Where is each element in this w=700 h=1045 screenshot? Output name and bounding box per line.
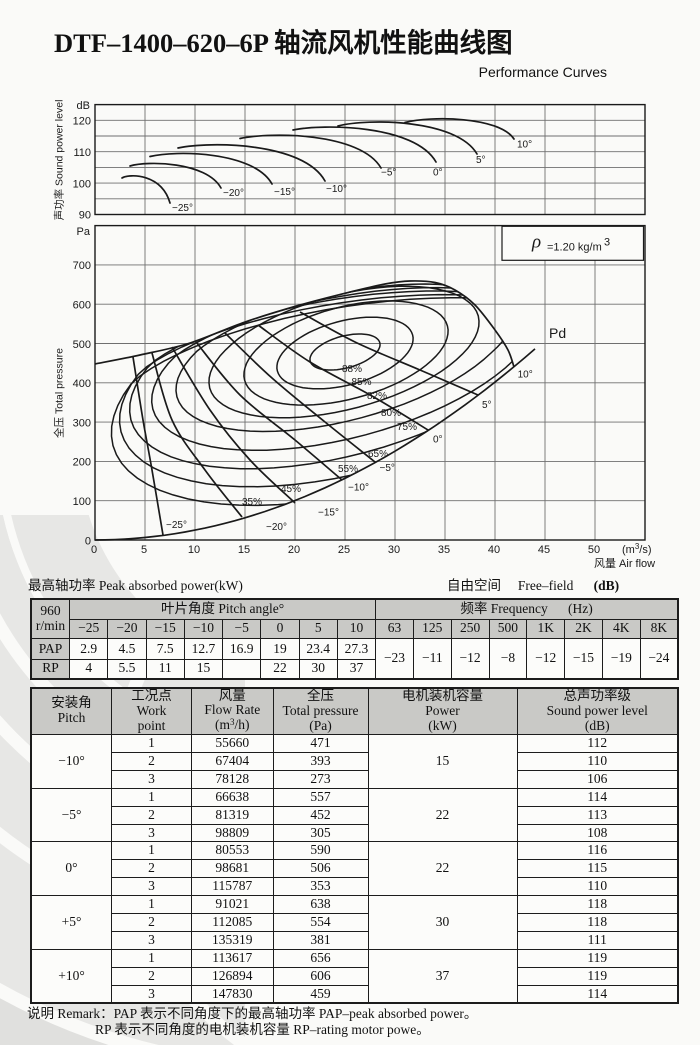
svg-text:200: 200 bbox=[73, 457, 91, 469]
svg-text:100: 100 bbox=[73, 496, 91, 508]
svg-text:−25°: −25° bbox=[166, 520, 187, 531]
svg-text:0: 0 bbox=[91, 544, 97, 556]
svg-text:10: 10 bbox=[188, 544, 200, 556]
svg-text:0: 0 bbox=[85, 535, 91, 547]
svg-text:45%: 45% bbox=[281, 484, 301, 495]
svg-text:75%: 75% bbox=[397, 422, 417, 433]
svg-text:600: 600 bbox=[73, 300, 91, 312]
svg-text:5: 5 bbox=[141, 544, 147, 556]
svg-text:15: 15 bbox=[238, 544, 250, 556]
svg-text:−10°: −10° bbox=[348, 483, 369, 494]
svg-text:−20°: −20° bbox=[223, 188, 244, 199]
svg-text:−5°: −5° bbox=[381, 168, 396, 179]
svg-text:dB: dB bbox=[77, 100, 90, 112]
svg-text:−25°: −25° bbox=[172, 203, 193, 214]
svg-text:ρ: ρ bbox=[531, 232, 541, 253]
svg-text:10°: 10° bbox=[518, 370, 533, 381]
svg-text:35: 35 bbox=[438, 544, 450, 556]
svg-text:50: 50 bbox=[588, 544, 600, 556]
svg-text:20: 20 bbox=[288, 544, 300, 556]
svg-text:0°: 0° bbox=[433, 435, 443, 446]
svg-text:−15°: −15° bbox=[274, 187, 295, 198]
svg-text:全压 Total pressure: 全压 Total pressure bbox=[53, 348, 66, 438]
svg-text:400: 400 bbox=[73, 378, 91, 390]
svg-text:−5°: −5° bbox=[380, 463, 395, 474]
svg-text:85%: 85% bbox=[352, 377, 372, 388]
svg-text:65%: 65% bbox=[368, 449, 388, 460]
svg-text:(m3/s): (m3/s) bbox=[622, 542, 652, 556]
svg-text:5°: 5° bbox=[476, 155, 486, 166]
svg-text:10°: 10° bbox=[517, 140, 532, 151]
svg-text:55%: 55% bbox=[338, 464, 358, 475]
svg-text:−10°: −10° bbox=[326, 184, 347, 195]
svg-text:120: 120 bbox=[73, 116, 91, 128]
svg-text:82%: 82% bbox=[367, 391, 387, 402]
svg-text:0°: 0° bbox=[433, 168, 443, 179]
svg-text:5°: 5° bbox=[482, 400, 492, 411]
svg-text:声功率 Sound power level: 声功率 Sound power level bbox=[53, 100, 66, 221]
svg-text:500: 500 bbox=[73, 339, 91, 351]
svg-text:Pd: Pd bbox=[549, 325, 566, 341]
svg-text:90: 90 bbox=[79, 210, 91, 222]
svg-text:Pa: Pa bbox=[77, 226, 91, 238]
svg-text:30: 30 bbox=[388, 544, 400, 556]
svg-text:300: 300 bbox=[73, 417, 91, 429]
svg-text:−20°: −20° bbox=[266, 522, 287, 533]
svg-text:45: 45 bbox=[538, 544, 550, 556]
svg-text:110: 110 bbox=[73, 147, 91, 159]
svg-text:25: 25 bbox=[338, 544, 350, 556]
svg-text:3: 3 bbox=[604, 237, 610, 249]
svg-text:80%: 80% bbox=[381, 408, 401, 419]
svg-text:=1.20 kg/m: =1.20 kg/m bbox=[547, 242, 602, 254]
svg-text:40: 40 bbox=[488, 544, 500, 556]
svg-text:风量 Air flow: 风量 Air flow bbox=[594, 557, 655, 570]
svg-text:88%: 88% bbox=[342, 364, 362, 375]
svg-text:−15°: −15° bbox=[318, 508, 339, 519]
svg-text:100: 100 bbox=[73, 178, 91, 190]
svg-text:35%: 35% bbox=[242, 497, 262, 508]
svg-text:700: 700 bbox=[73, 260, 91, 272]
